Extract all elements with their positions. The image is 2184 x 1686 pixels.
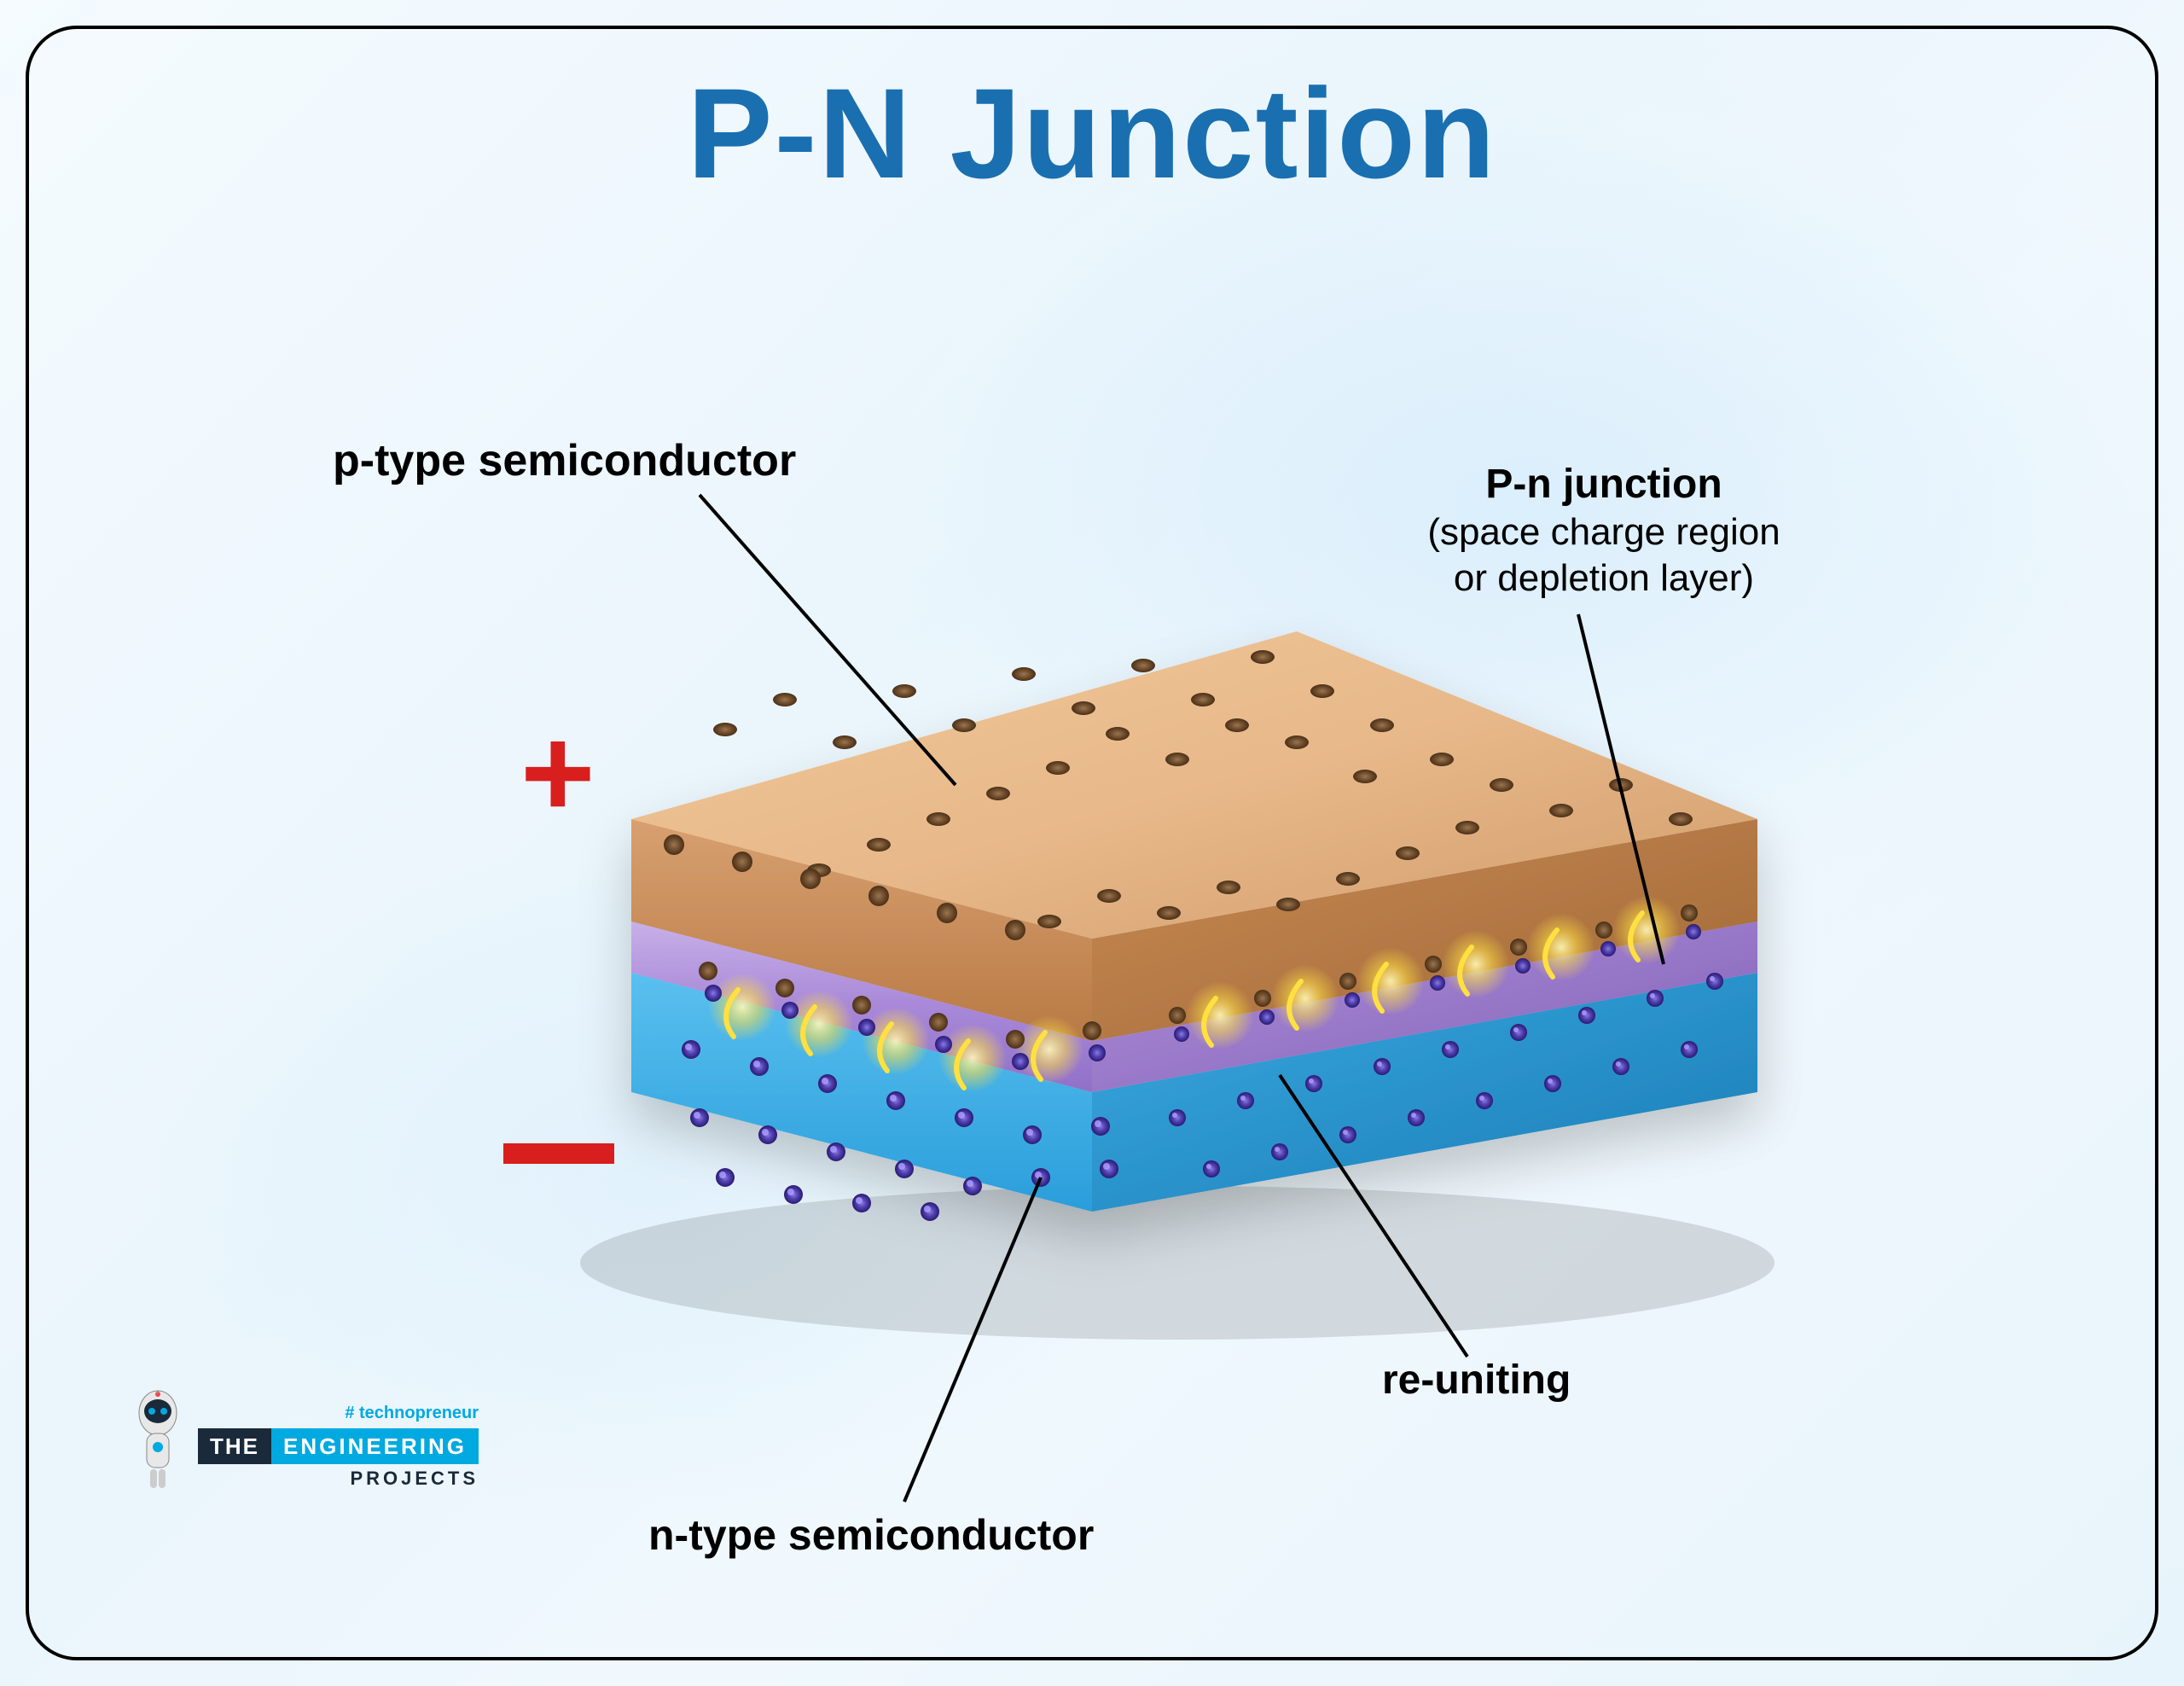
main-title: P-N Junction (0, 60, 2184, 207)
label-p-type: p-type semiconductor (333, 435, 796, 486)
logo-the: THE (198, 1428, 271, 1464)
logo-projects: PROJECTS (198, 1468, 479, 1490)
plus-symbol: + (520, 708, 595, 836)
label-reuniting: re-uniting (1382, 1357, 1571, 1404)
label-junction-sub1: (space charge region (1365, 511, 1843, 554)
label-junction: P-n junction (space charge region or dep… (1365, 461, 1843, 600)
logo-robot-icon (128, 1387, 188, 1490)
minus-symbol (503, 1143, 614, 1164)
label-junction-sub2: or depletion layer) (1365, 557, 1843, 600)
logo-tagline: # technopreneur (345, 1404, 479, 1423)
source-logo: # technopreneur THE ENGINEERING PROJECTS (128, 1387, 479, 1490)
label-n-type: n-type semiconductor (648, 1510, 1094, 1560)
logo-engineering: ENGINEERING (271, 1428, 479, 1464)
label-junction-title: P-n junction (1485, 462, 1722, 507)
